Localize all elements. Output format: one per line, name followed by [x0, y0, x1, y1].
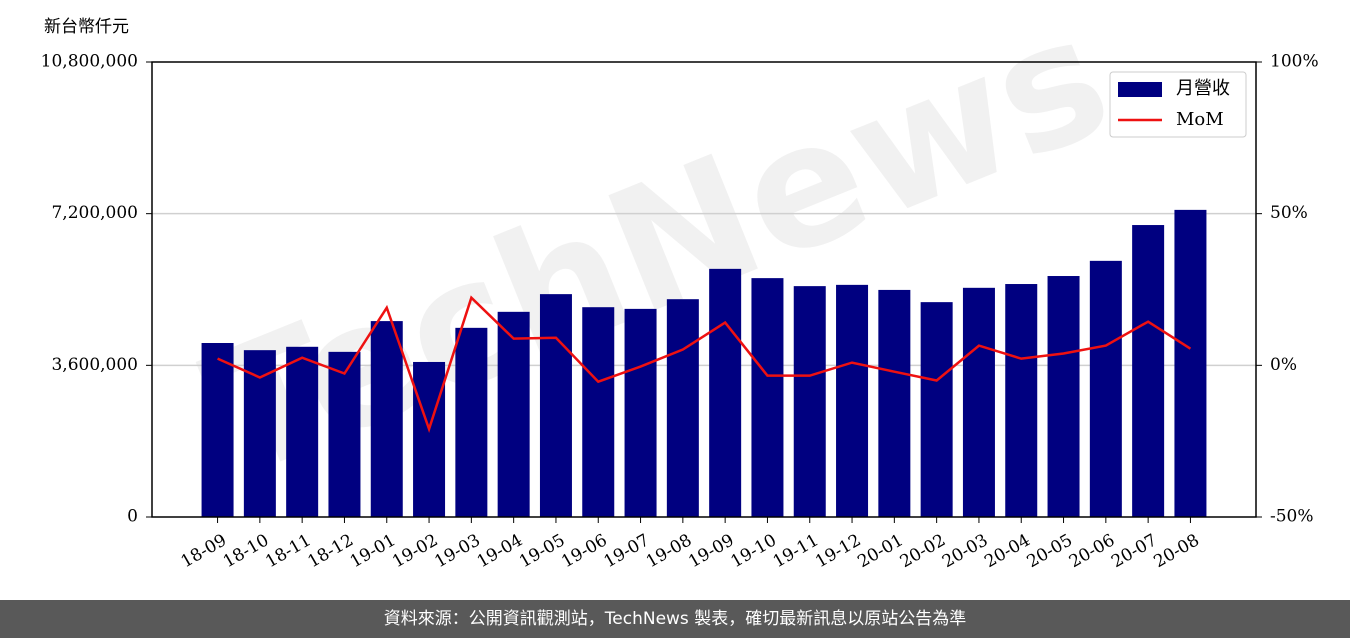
y-tick-label: 0 — [127, 507, 138, 527]
bar — [328, 351, 361, 517]
x-tick-label: 19-10 — [727, 530, 779, 572]
x-tick-label: 20-04 — [981, 530, 1033, 572]
x-tick-label: 19-08 — [643, 530, 695, 572]
plot-frame — [151, 61, 1257, 518]
legend-label: 月營收 — [1176, 78, 1230, 99]
x-tick-label: 20-01 — [854, 530, 906, 572]
bar — [1132, 225, 1165, 517]
x-tick-label: 20-08 — [1150, 530, 1202, 572]
bar — [751, 278, 784, 517]
bar — [582, 307, 615, 517]
y2-tick-label: 50% — [1270, 203, 1308, 223]
y2-tick-label: 0% — [1270, 355, 1297, 375]
bar — [497, 311, 530, 517]
x-tick-label: 18-09 — [178, 530, 230, 572]
x-tick-label: 19-12 — [812, 530, 864, 572]
bar — [793, 286, 826, 517]
y-tick-label: 3,600,000 — [51, 355, 138, 375]
x-tick-label: 19-03 — [431, 530, 483, 572]
x-tick-label: 19-06 — [558, 530, 610, 572]
bar — [666, 299, 699, 517]
bar — [286, 346, 319, 517]
bar — [243, 350, 276, 517]
bar — [624, 308, 657, 517]
bar — [1174, 209, 1207, 517]
x-tick-label: 19-05 — [516, 530, 568, 572]
chart: TechNews 新台幣仟元 03,600,0007,200,00010,800… — [41, 0, 1319, 572]
legend-swatch — [1118, 82, 1162, 97]
bar — [413, 361, 446, 517]
x-tick-label: 19-02 — [389, 530, 441, 572]
x-tick-label: 20-03 — [939, 530, 991, 572]
x-tick-label: 19-09 — [685, 530, 737, 572]
bar — [201, 343, 234, 517]
bar — [709, 268, 742, 517]
bar — [370, 321, 403, 517]
y-tick-label: 7,200,000 — [51, 203, 138, 223]
x-tick-label: 18-12 — [305, 530, 357, 572]
bar — [1089, 260, 1122, 517]
y2-tick-label: -50% — [1270, 507, 1314, 527]
x-tick-label: 19-07 — [601, 530, 653, 572]
bar — [455, 327, 488, 517]
bar — [539, 294, 572, 517]
x-tick-label: 18-11 — [262, 530, 314, 572]
y-tick-label: 10,800,000 — [41, 52, 138, 72]
bar — [920, 302, 953, 517]
x-tick-label: 19-11 — [770, 530, 822, 572]
x-tick-label: 20-02 — [897, 530, 949, 572]
x-tick-label: 20-06 — [1066, 530, 1118, 572]
footer: 資料來源：公開資訊觀測站，TechNews 製表，確切最新訊息以原站公告為準 — [0, 600, 1350, 638]
bar — [962, 287, 995, 517]
bar — [878, 289, 911, 517]
y2-tick-label: 100% — [1270, 52, 1319, 72]
y-axis-label: 新台幣仟元 — [44, 17, 129, 37]
bar — [836, 284, 869, 517]
x-tick-label: 20-05 — [1024, 530, 1076, 572]
bar — [1005, 284, 1038, 517]
line — [217, 295, 1192, 433]
x-tick-label: 19-01 — [347, 530, 399, 572]
x-tick-label: 20-07 — [1108, 530, 1160, 572]
x-tick-label: 19-04 — [474, 530, 526, 572]
bar — [1047, 276, 1080, 517]
legend-label: MoM — [1176, 109, 1224, 130]
x-tick-label: 18-10 — [220, 530, 272, 572]
